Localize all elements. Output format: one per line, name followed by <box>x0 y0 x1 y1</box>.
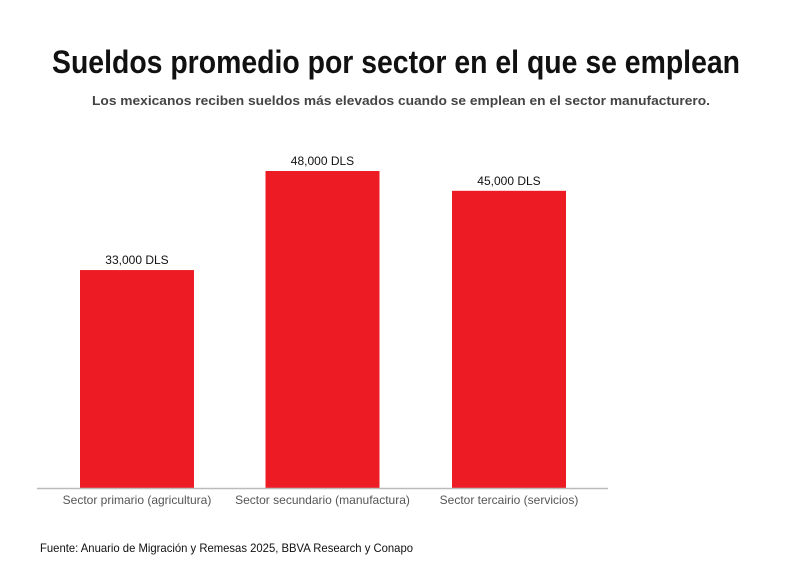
source-note: Fuente: Anuario de Migración y Remesas 2… <box>40 541 413 555</box>
chart-subtitle: Los mexicanos reciben sueldos más elevad… <box>92 93 710 108</box>
x-tick-label: Sector tercairio (servicios) <box>440 493 579 507</box>
bar <box>80 270 194 488</box>
labels-group: 33,000 DLS Sector primario (agricultura) 4… <box>63 154 579 507</box>
bar <box>452 190 566 488</box>
x-tick-label: Sector primario (agricultura) <box>63 493 212 507</box>
bars-group <box>80 171 566 488</box>
bar <box>265 171 380 488</box>
data-label: 45,000 DLS <box>477 174 540 188</box>
data-label: 48,000 DLS <box>291 154 354 168</box>
x-tick-label: Sector secundario (manufactura) <box>235 493 410 507</box>
chart-title: Sueldos promedio por sector en el que se… <box>52 44 740 80</box>
data-label: 33,000 DLS <box>105 253 168 267</box>
